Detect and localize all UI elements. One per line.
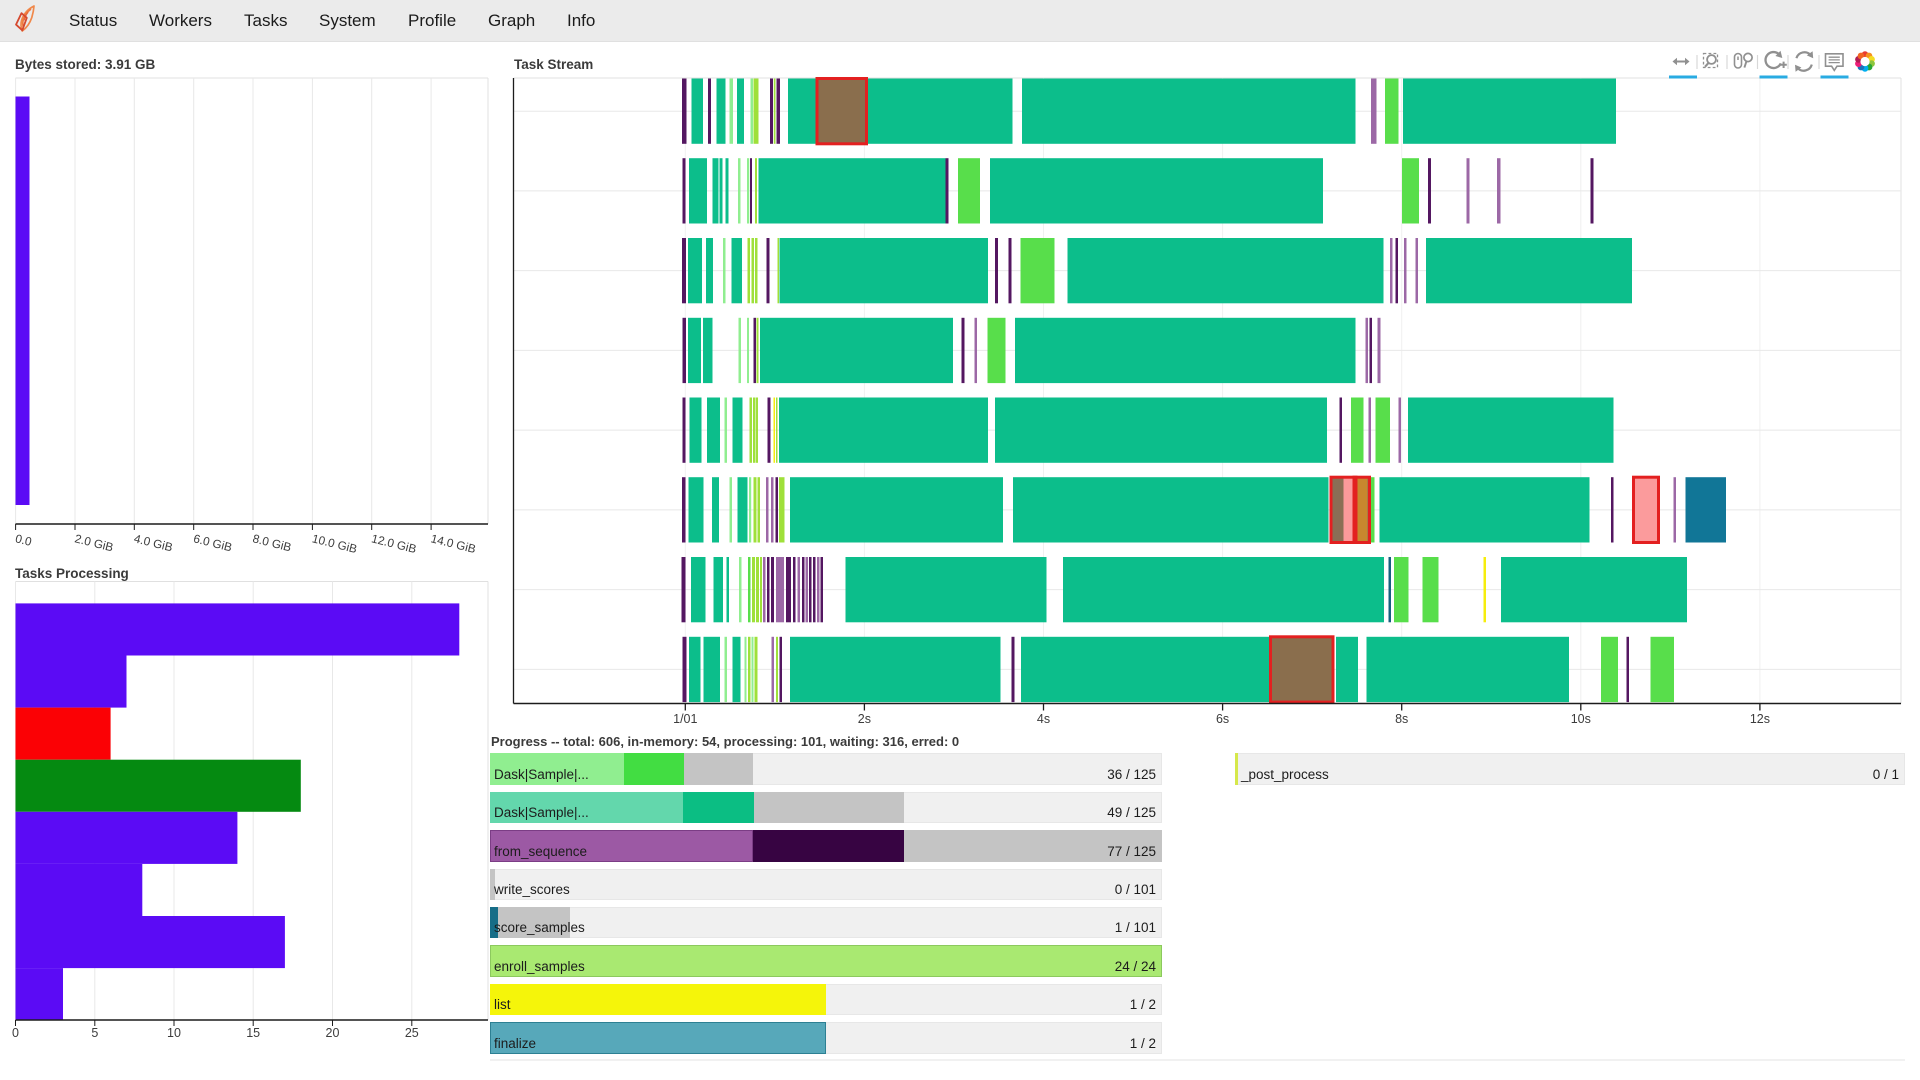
svg-text:5: 5 [91, 1026, 98, 1040]
svg-text:25: 25 [405, 1026, 419, 1040]
svg-text:2s: 2s [858, 712, 871, 726]
svg-text:14.0 GiB: 14.0 GiB [429, 531, 477, 556]
svg-text:6.0 GiB: 6.0 GiB [192, 531, 234, 554]
svg-text:0: 0 [12, 1026, 19, 1040]
svg-text:15: 15 [246, 1026, 260, 1040]
svg-text:2.0 GiB: 2.0 GiB [73, 531, 115, 554]
svg-text:8.0 GiB: 8.0 GiB [251, 531, 293, 554]
svg-text:6s: 6s [1216, 712, 1229, 726]
svg-text:12.0 GiB: 12.0 GiB [370, 531, 418, 556]
svg-text:4s: 4s [1037, 712, 1050, 726]
svg-text:1/01: 1/01 [673, 712, 697, 726]
svg-text:4.0 GiB: 4.0 GiB [133, 531, 175, 554]
svg-text:10.0 GiB: 10.0 GiB [311, 531, 359, 556]
svg-text:20: 20 [326, 1026, 340, 1040]
svg-text:10s: 10s [1571, 712, 1591, 726]
svg-text:0.0: 0.0 [14, 531, 34, 549]
svg-text:10: 10 [167, 1026, 181, 1040]
svg-text:8s: 8s [1395, 712, 1408, 726]
svg-text:12s: 12s [1750, 712, 1770, 726]
